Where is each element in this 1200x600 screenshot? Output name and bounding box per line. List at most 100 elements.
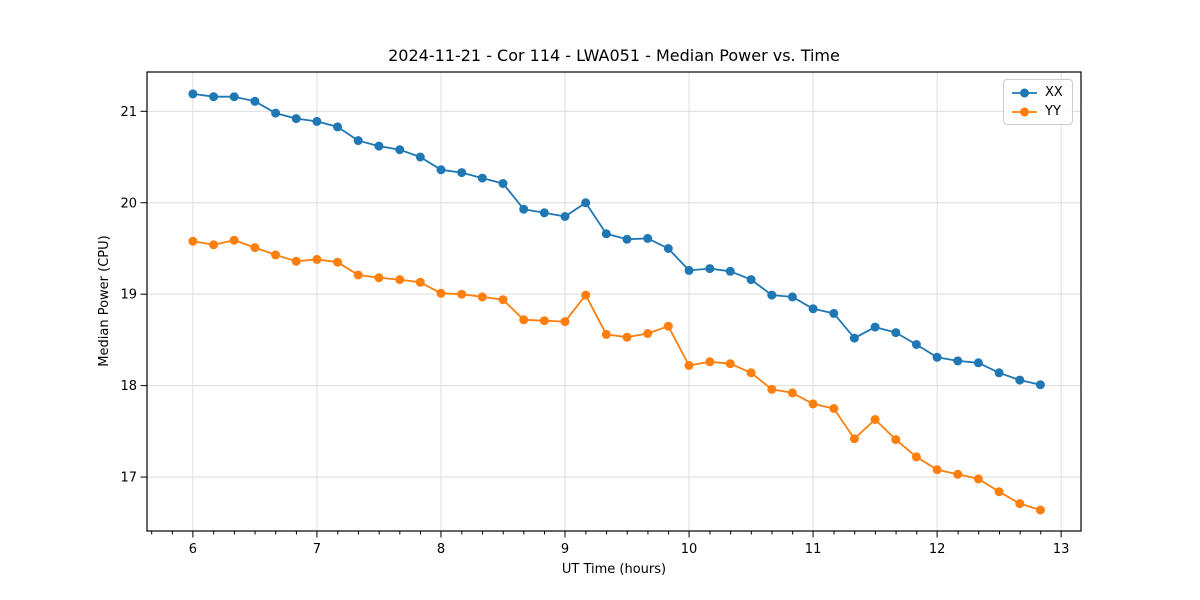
data-point-yy xyxy=(477,292,487,302)
data-point-xx xyxy=(1035,380,1045,390)
data-point-yy xyxy=(787,388,797,398)
data-point-xx xyxy=(684,265,694,275)
legend-label-xx: XX xyxy=(1045,85,1063,100)
data-point-yy xyxy=(581,290,591,300)
x-tick-label: 7 xyxy=(313,542,321,557)
data-point-yy xyxy=(725,359,735,369)
data-point-yy xyxy=(932,465,942,475)
data-point-xx xyxy=(415,152,425,162)
data-point-xx xyxy=(643,233,653,243)
plot-frame xyxy=(146,71,1082,532)
data-point-yy xyxy=(973,474,983,484)
y-tick-label: 20 xyxy=(120,196,137,211)
legend-item-yy: YY xyxy=(1011,102,1064,121)
legend-item-xx: XX xyxy=(1011,83,1064,102)
y-tick-label: 17 xyxy=(120,471,137,486)
data-point-xx xyxy=(767,290,777,300)
data-point-yy xyxy=(746,368,756,378)
data-point-xx xyxy=(312,116,322,126)
data-point-yy xyxy=(849,434,859,444)
data-point-yy xyxy=(229,235,239,245)
data-point-xx xyxy=(953,356,963,366)
y-tick-label: 19 xyxy=(120,288,137,303)
series-line-yy xyxy=(192,239,1042,511)
data-point-yy xyxy=(374,273,384,283)
data-point-yy xyxy=(353,270,363,280)
data-point-yy xyxy=(519,315,529,325)
data-point-xx xyxy=(539,208,549,218)
data-point-xx xyxy=(374,141,384,151)
data-point-xx xyxy=(229,92,239,102)
data-point-xx xyxy=(333,122,343,132)
data-point-yy xyxy=(415,277,425,287)
data-point-xx xyxy=(601,229,611,239)
data-point-yy xyxy=(953,469,963,479)
legend-line-marker-icon xyxy=(1012,107,1037,116)
tick-labels: 6 7 8 9 10 11 12 13 17 18 19 20 21 xyxy=(120,105,1069,557)
data-point-yy xyxy=(601,329,611,339)
data-point-yy xyxy=(1015,499,1025,509)
data-point-yy xyxy=(684,361,694,370)
data-point-yy xyxy=(808,399,818,409)
data-point-yy xyxy=(188,236,198,246)
data-point-xx xyxy=(973,358,983,368)
x-tick-label: 12 xyxy=(929,542,946,557)
data-point-xx xyxy=(808,304,818,314)
series-markers-yy xyxy=(188,235,1045,515)
data-point-yy xyxy=(891,435,901,445)
data-point-yy xyxy=(498,295,508,305)
data-point-yy xyxy=(911,452,921,462)
chart-title: 2024-11-21 - Cor 114 - LWA051 - Median P… xyxy=(388,46,840,65)
data-point-yy xyxy=(250,243,260,253)
x-tick-label: 9 xyxy=(561,542,569,557)
y-tick-label: 21 xyxy=(120,105,137,120)
data-point-yy xyxy=(436,288,446,298)
data-point-yy xyxy=(643,329,653,338)
data-point-xx xyxy=(725,266,735,276)
data-point-xx xyxy=(829,308,839,318)
data-point-xx xyxy=(891,328,901,338)
x-tick-label: 10 xyxy=(681,542,698,557)
data-point-yy xyxy=(271,250,281,260)
data-point-xx xyxy=(622,234,632,244)
data-point-yy xyxy=(209,240,219,250)
data-point-xx xyxy=(581,198,591,208)
data-point-yy xyxy=(663,321,673,331)
data-point-yy xyxy=(1035,505,1045,515)
data-point-xx xyxy=(291,114,301,124)
data-point-xx xyxy=(849,333,859,343)
data-point-xx xyxy=(477,173,487,183)
data-point-xx xyxy=(519,204,529,214)
data-point-xx xyxy=(705,264,715,274)
data-point-xx xyxy=(932,352,942,362)
data-point-yy xyxy=(705,357,715,367)
data-point-xx xyxy=(994,368,1004,378)
data-point-yy xyxy=(333,257,343,267)
series-line-xx xyxy=(192,93,1042,386)
data-point-yy xyxy=(622,332,632,342)
data-point-xx xyxy=(271,108,281,118)
data-point-xx xyxy=(188,89,198,99)
legend: XX YY xyxy=(1003,79,1073,125)
series-markers-xx xyxy=(188,89,1045,390)
data-point-xx xyxy=(209,92,219,102)
data-point-xx xyxy=(746,275,756,285)
y-tick-label: 18 xyxy=(120,379,137,394)
data-point-yy xyxy=(395,275,405,285)
data-point-yy xyxy=(291,256,301,266)
data-point-yy xyxy=(829,404,839,413)
x-tick-label: 8 xyxy=(437,542,445,557)
x-tick-label: 6 xyxy=(189,542,197,557)
data-point-yy xyxy=(870,415,880,424)
x-tick-label: 13 xyxy=(1053,542,1070,557)
gridlines xyxy=(147,72,1081,531)
data-point-yy xyxy=(539,316,549,326)
data-point-yy xyxy=(457,289,467,299)
y-axis-label: Median Power (CPU) xyxy=(97,235,112,367)
data-point-xx xyxy=(498,179,508,188)
data-point-yy xyxy=(312,254,322,264)
data-point-xx xyxy=(353,136,363,146)
data-point-xx xyxy=(663,244,673,253)
x-tick-label: 11 xyxy=(805,542,822,557)
